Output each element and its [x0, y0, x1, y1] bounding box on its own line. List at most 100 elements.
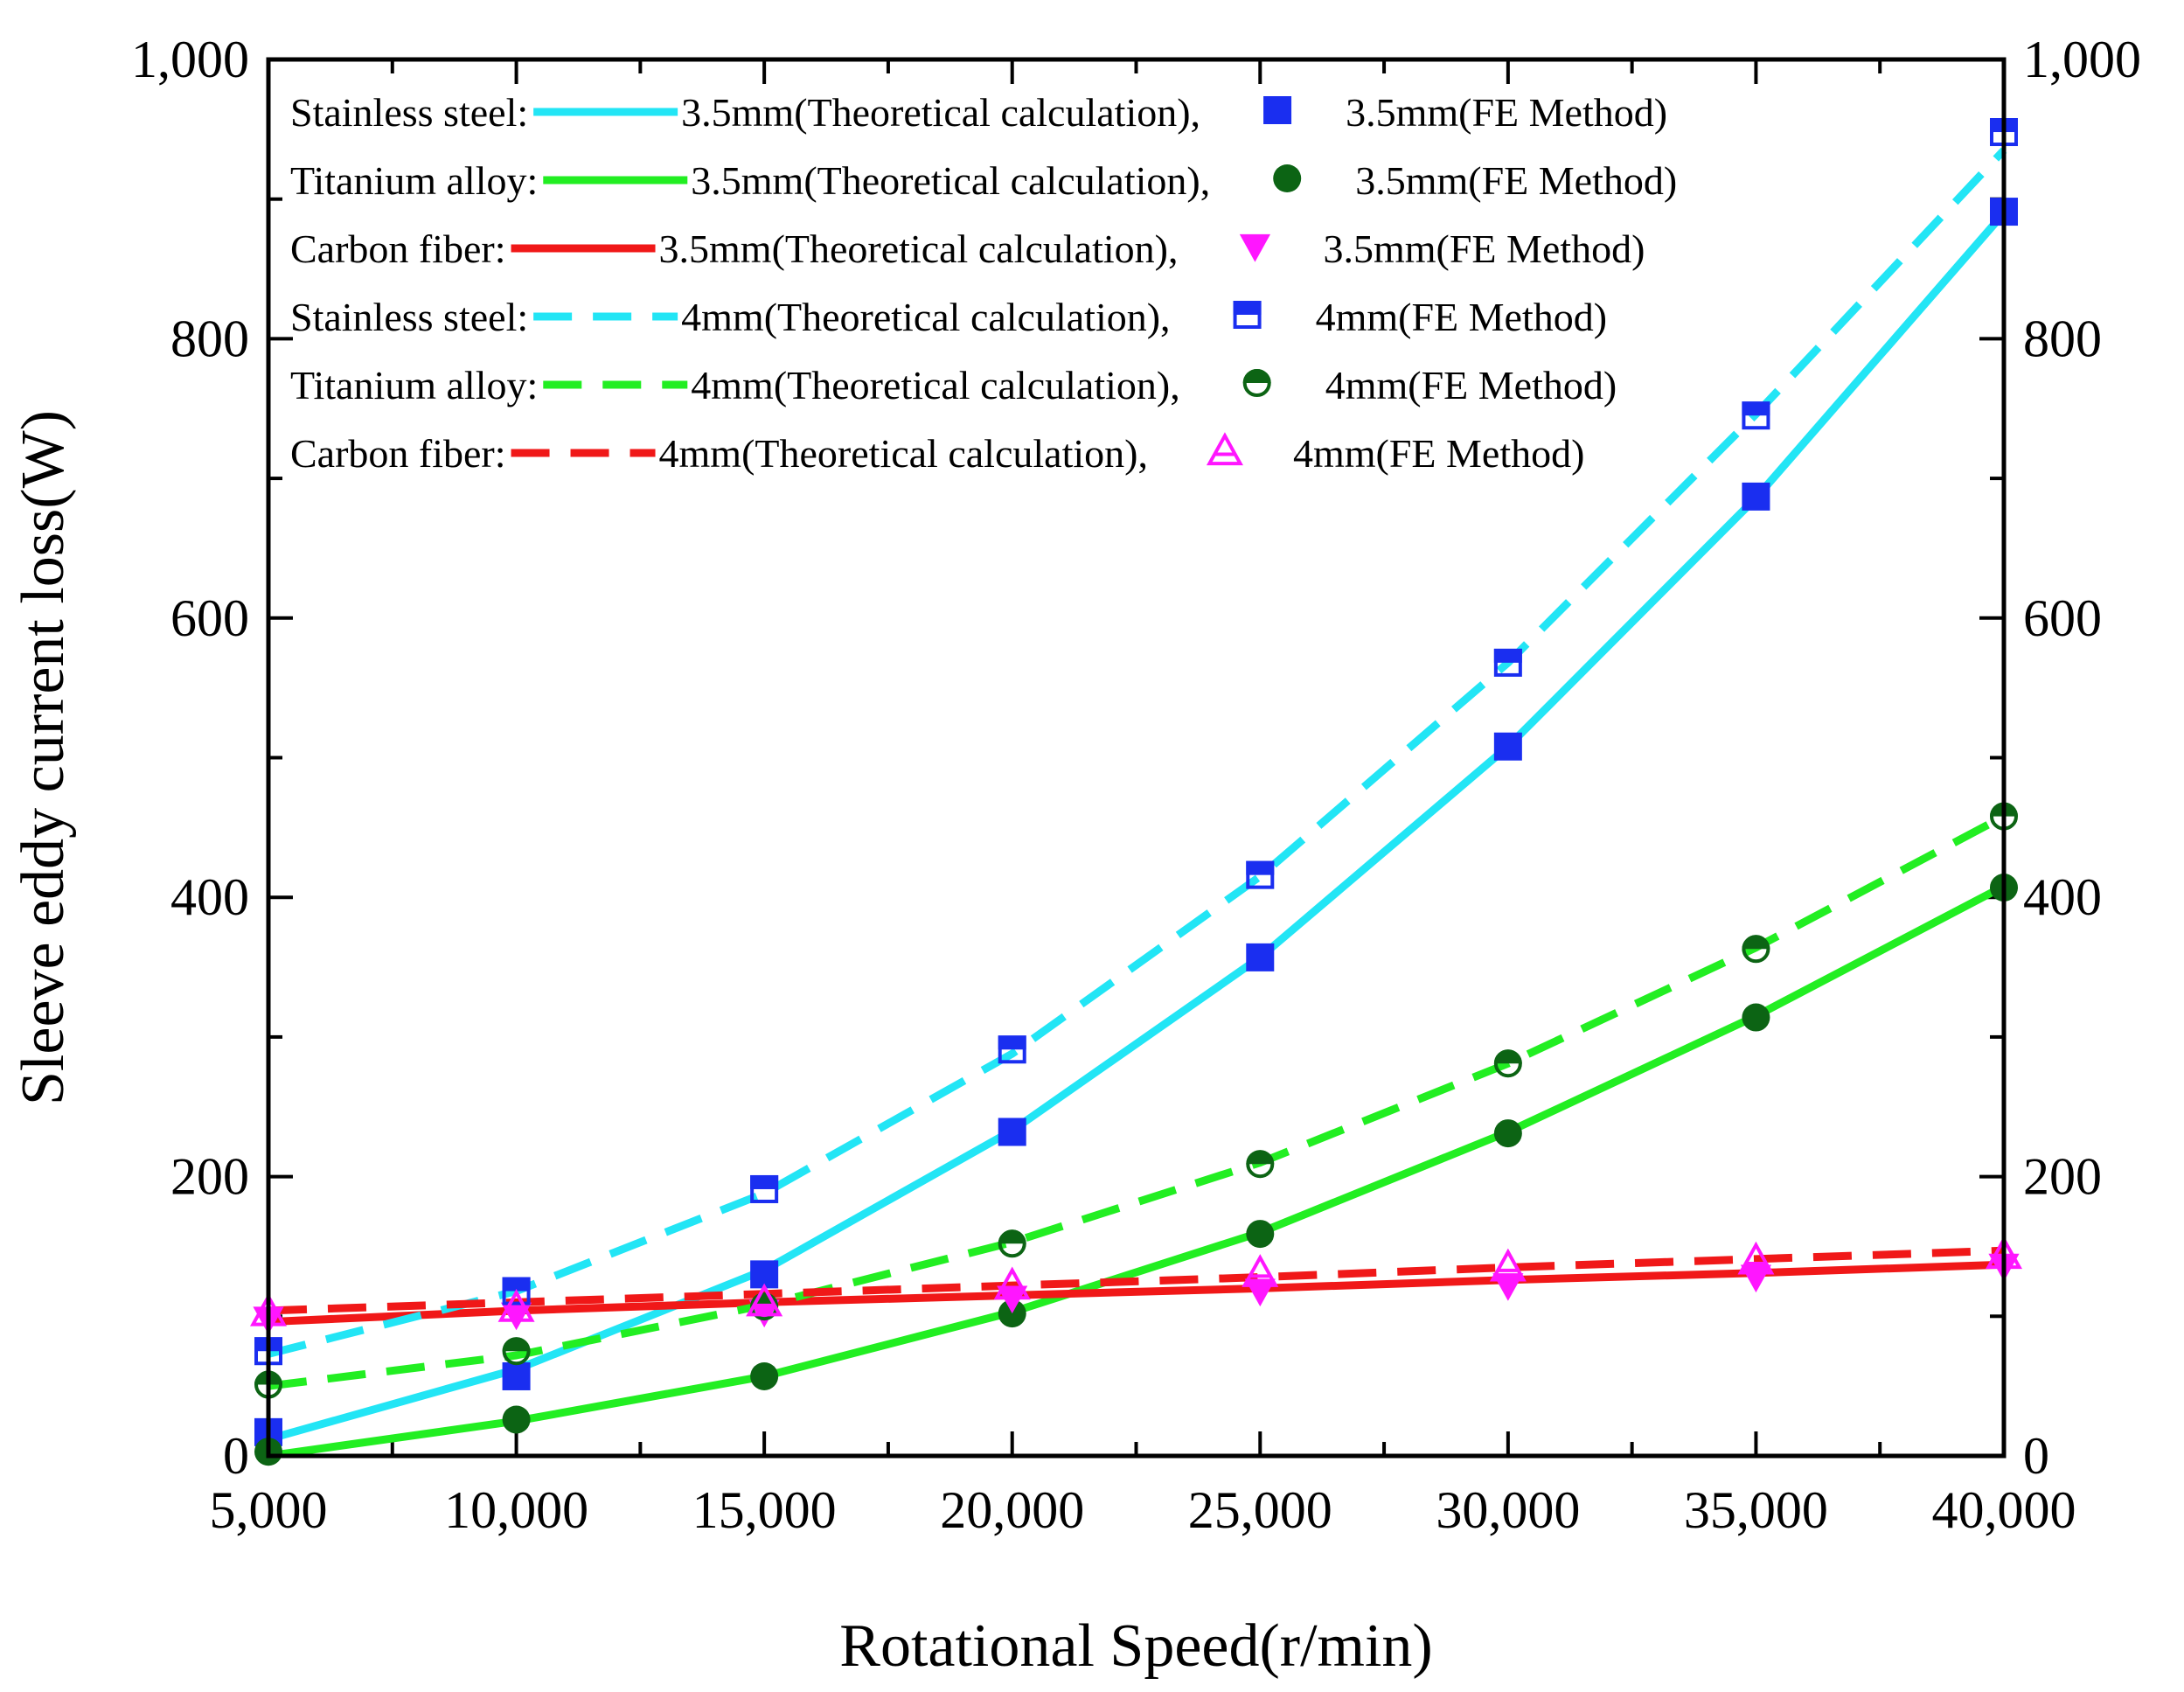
triangle-down-marker — [1239, 233, 1271, 262]
fe-marker — [1493, 1119, 1522, 1148]
theoretical-line — [267, 147, 2007, 1358]
legend-line-label: 3.5mm(Theoretical calculation), — [691, 158, 1210, 203]
legend-marker-label: 4mm(FE Method) — [1316, 295, 1607, 339]
fe-marker — [497, 1289, 535, 1322]
fe-marker — [993, 1266, 1031, 1300]
fe-marker — [1233, 301, 1262, 329]
y-tick-label: 1,000 — [131, 31, 249, 88]
fe-marker — [1489, 1248, 1527, 1282]
y-tick-label-right: 1,000 — [2023, 31, 2141, 88]
theoretical-line — [268, 882, 2007, 1460]
fe-marker — [1737, 1241, 1775, 1275]
circle-half-outline — [1246, 1150, 1275, 1179]
square-marker — [998, 1118, 1026, 1146]
square-half-outline — [1233, 301, 1262, 329]
triangle-down-marker — [997, 1285, 1028, 1314]
fe-marker — [1742, 935, 1770, 964]
legend-marker-label: 4mm(FE Method) — [1293, 431, 1584, 476]
plot-frame — [266, 57, 2007, 1459]
y-tick-label-right: 0 — [2023, 1427, 2049, 1485]
square-marker — [1263, 96, 1292, 124]
y-axis-title: Sleeve eddy current loss(W) — [10, 410, 77, 1105]
legend-row: Carbon fiber: 3.5mm(Theoretical calculati… — [290, 226, 1645, 271]
legend-marker-label: 3.5mm(FE Method) — [1323, 226, 1645, 271]
circle-half-outline — [502, 1337, 531, 1366]
square-half-outline — [502, 1277, 531, 1306]
triangle-down-marker — [1740, 1264, 1772, 1293]
x-tick-label: 35,000 — [1684, 1481, 1828, 1539]
x-tick-label: 5,000 — [210, 1481, 328, 1539]
fe-marker — [1263, 96, 1292, 124]
legend-line-label: 4mm(Theoretical calculation), — [691, 363, 1179, 407]
fe-marker — [998, 1229, 1026, 1258]
circle-half-outline — [1493, 1049, 1522, 1078]
legend-row: Carbon fiber: 4mm(Theoretical calculation… — [290, 431, 1584, 476]
x-tick-label: 15,000 — [692, 1481, 837, 1539]
triangle-up-marker — [1206, 432, 1243, 466]
y-tick-label-right: 200 — [2023, 1148, 2102, 1206]
square-marker — [1742, 482, 1770, 511]
legend-material: Carbon fiber: — [290, 226, 506, 271]
theoretical-line — [268, 1260, 2005, 1326]
fe-marker — [1242, 369, 1271, 397]
fe-marker — [1742, 401, 1770, 430]
legend-marker-label: 4mm(FE Method) — [1325, 363, 1617, 407]
legend-line-label: 3.5mm(Theoretical calculation), — [681, 90, 1200, 135]
x-tick-label: 25,000 — [1188, 1481, 1332, 1539]
circle-marker — [502, 1405, 531, 1434]
theoretical-line — [268, 812, 2007, 1390]
circle-half-outline — [1242, 369, 1271, 397]
legend-material: Carbon fiber: — [290, 431, 506, 476]
square-half-outline — [1493, 648, 1522, 677]
legend-material: Titanium alloy: — [290, 158, 538, 203]
legend-line-label: 4mm(Theoretical calculation), — [659, 431, 1148, 476]
fe-marker — [1493, 1049, 1522, 1078]
triangle-down-marker — [1492, 1273, 1524, 1301]
fe-marker — [750, 1361, 779, 1390]
fe-marker — [1246, 943, 1275, 971]
fe-marker — [998, 1035, 1026, 1064]
series-lines — [267, 147, 2007, 1460]
tick-labels: 5,000 10,000 15,000 20,000 25,000 30,000 35,00… — [131, 31, 2141, 1539]
square-half-outline — [1246, 860, 1275, 889]
square-marker — [1493, 732, 1522, 761]
fe-marker — [1246, 1150, 1275, 1179]
triangle-down-marker — [1244, 1278, 1276, 1307]
legend-row: Titanium alloy: 3.5mm(Theoretical calcula… — [290, 158, 1677, 203]
fe-marker — [502, 1405, 531, 1434]
legend-marker-label: 3.5mm(FE Method) — [1355, 158, 1677, 203]
triangle-up-marker — [1242, 1254, 1279, 1287]
legend-marker-label: 3.5mm(FE Method) — [1346, 90, 1667, 135]
fe-marker — [1244, 1278, 1276, 1307]
legend-material: Titanium alloy: — [290, 363, 538, 407]
fe-marker — [750, 1174, 779, 1203]
square-marker — [1246, 943, 1275, 971]
theoretical-line — [267, 210, 2007, 1444]
y-tick-label-right: 400 — [2023, 868, 2102, 926]
circle-marker — [750, 1361, 779, 1390]
square-marker — [502, 1361, 531, 1390]
y-tick-label-right: 800 — [2023, 310, 2102, 367]
fe-marker — [998, 1118, 1026, 1146]
fe-marker — [997, 1285, 1028, 1314]
x-axis-title: Rotational Speed(r/min) — [839, 1612, 1432, 1680]
square-half-outline — [1742, 401, 1770, 430]
legend-material: Stainless steel: — [290, 295, 528, 339]
y-tick-label: 800 — [170, 310, 249, 367]
triangle-up-marker — [993, 1266, 1031, 1300]
fe-marker — [1493, 732, 1522, 761]
circle-marker — [1493, 1119, 1522, 1148]
fe-marker — [1742, 482, 1770, 511]
y-tick-label: 400 — [170, 868, 249, 926]
fe-marker — [1740, 1264, 1772, 1293]
triangle-up-marker — [497, 1289, 535, 1322]
circle-marker — [1273, 164, 1302, 192]
triangle-up-marker — [1489, 1248, 1527, 1282]
square-half-outline — [750, 1174, 779, 1203]
x-tick-label: 10,000 — [444, 1481, 588, 1539]
legend-line-label: 3.5mm(Theoretical calculation), — [659, 226, 1179, 271]
fe-marker — [502, 1277, 531, 1306]
triangle-down-marker — [500, 1302, 532, 1331]
fe-marker — [1239, 233, 1271, 262]
